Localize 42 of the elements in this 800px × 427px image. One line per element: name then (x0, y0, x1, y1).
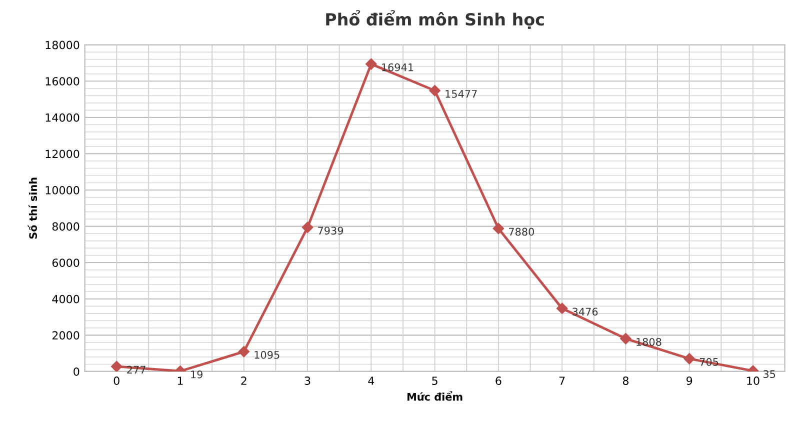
x-tick-label: 0 (114, 376, 120, 385)
y-tick-label: 10000 (46, 186, 80, 194)
point (302, 222, 314, 234)
point (620, 333, 632, 344)
point (429, 85, 440, 96)
x-tick-label: 6 (496, 376, 502, 385)
y-tick-label: 16000 (46, 77, 80, 86)
y-tick-label: 8000 (52, 222, 80, 231)
x-tick-label: 3 (304, 376, 310, 385)
x-tick-label: 2 (241, 376, 246, 385)
point (366, 58, 377, 70)
data-label: 3476 (572, 308, 598, 316)
x-tick-label: 8 (622, 376, 628, 385)
x-tick-label: 7 (559, 376, 565, 385)
data-label: 19 (191, 370, 202, 378)
x-tick-label: 5 (432, 376, 438, 385)
point (684, 353, 695, 364)
x-tick-label: 1 (178, 376, 183, 385)
data-label: 16941 (382, 63, 414, 72)
y-tick-label: 12000 (46, 150, 80, 158)
y-tick-label: 14000 (46, 113, 80, 122)
data-label: 35 (764, 370, 776, 378)
data-label: 15477 (446, 90, 477, 98)
y-tick-label: 0 (74, 367, 80, 376)
point (238, 346, 250, 358)
x-axis-title: Mức điểm (407, 391, 462, 401)
y-tick-label: 6000 (52, 258, 80, 267)
data-label: 1095 (254, 350, 280, 359)
y-tick-label: 18000 (46, 40, 80, 50)
data-label: 7880 (509, 228, 534, 236)
y-tick-label: 2000 (52, 331, 80, 340)
x-tick-label: 9 (686, 376, 692, 385)
point (111, 360, 122, 372)
x-tick-label: 10 (747, 376, 760, 385)
y-tick-label: 4000 (52, 294, 80, 304)
data-label: 1808 (636, 338, 662, 346)
data-label: 7939 (318, 226, 344, 235)
x-tick-label: 4 (368, 376, 374, 385)
y-axis-title: Số thí sinh (28, 178, 38, 239)
chart-title: Phổ điểm môn Sinh học (326, 10, 544, 29)
point (556, 302, 568, 314)
point (492, 222, 504, 234)
